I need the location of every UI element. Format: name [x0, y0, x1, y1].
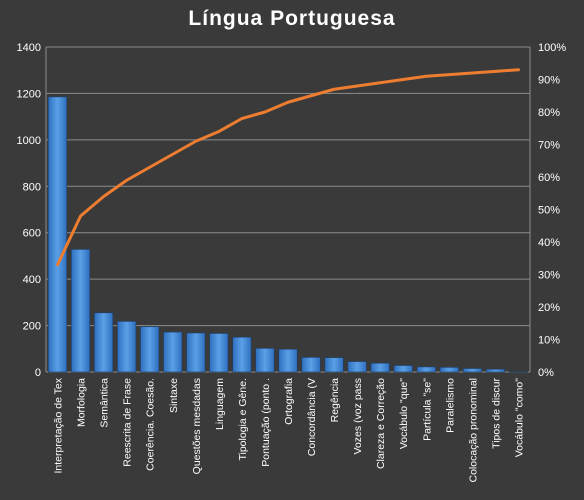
- category-label: Sintaxe: [168, 378, 180, 413]
- bar: [278, 348, 298, 373]
- y-right-tick-label: 80%: [538, 107, 560, 119]
- chart-title: Língua Portuguesa: [188, 7, 396, 30]
- bar: [370, 362, 390, 373]
- category-label: Clareza e Correção: [375, 378, 387, 469]
- bar: [462, 368, 482, 373]
- bar: [94, 312, 114, 373]
- bar: [117, 321, 137, 373]
- y-left-tick-label: 1400: [17, 42, 41, 54]
- category-label: Regência: [329, 378, 341, 423]
- category-label: Interpretação de Tex: [53, 377, 65, 473]
- category-label: Pontuação (ponto .: [260, 378, 272, 467]
- bar: [232, 336, 252, 373]
- category-label: Vocábulo "como": [513, 378, 525, 458]
- y-right-tick-label: 50%: [538, 205, 560, 217]
- y-right-tick-label: 30%: [538, 270, 560, 282]
- bar: [485, 368, 505, 373]
- category-label: Concordância (V: [306, 378, 318, 456]
- y-left-tick-label: 200: [23, 321, 41, 333]
- bar: [324, 357, 344, 373]
- y-left-tick-label: 400: [23, 274, 41, 286]
- category-label: Vocábulo "que": [398, 378, 410, 449]
- bar: [209, 333, 229, 373]
- bar: [48, 96, 68, 373]
- bar: [393, 365, 413, 373]
- category-label: Ortografia: [283, 378, 295, 425]
- y-left-tick-label: 800: [23, 181, 41, 193]
- bar: [71, 249, 91, 373]
- category-label: Partícula "se": [421, 378, 433, 441]
- category-label: Morfologia: [76, 378, 88, 427]
- y-left-tick-label: 1000: [17, 135, 41, 147]
- category-label: Linguagem: [214, 378, 226, 430]
- category-label: Colocação pronominal: [467, 378, 479, 482]
- y-right-tick-label: 70%: [538, 140, 560, 152]
- category-label: Questões mesdadas: [191, 378, 203, 474]
- category-label: Tipos de discur: [490, 378, 502, 449]
- category-label: Paralelismo: [444, 378, 456, 433]
- y-right-tick-label: 40%: [538, 237, 560, 249]
- y-left-tick-label: 600: [23, 228, 41, 240]
- y-right-tick-label: 60%: [538, 172, 560, 184]
- y-left-tick-label: 0: [35, 367, 41, 379]
- y-right-tick-label: 0%: [538, 367, 554, 379]
- y-right-tick-label: 10%: [538, 335, 560, 347]
- category-label: Semântica: [99, 378, 111, 428]
- category-label: Reescrita de Frase: [122, 378, 134, 467]
- y-right-tick-label: 100%: [538, 42, 566, 54]
- bar: [255, 348, 275, 373]
- bar: [416, 366, 436, 373]
- y-right-tick-label: 90%: [538, 75, 560, 87]
- y-left-tick-label: 1200: [17, 88, 41, 100]
- y-right-tick-label: 20%: [538, 302, 560, 314]
- bar: [140, 326, 160, 373]
- bar: [347, 361, 367, 373]
- bar: [301, 357, 321, 373]
- bar: [163, 331, 183, 373]
- bar: [186, 332, 206, 373]
- bar: [439, 367, 459, 373]
- category-label: Tipologia e Gêne.: [237, 378, 249, 461]
- category-label: Vozes (voz pass: [352, 378, 364, 454]
- category-label: Coerência. Coesão.: [145, 378, 157, 471]
